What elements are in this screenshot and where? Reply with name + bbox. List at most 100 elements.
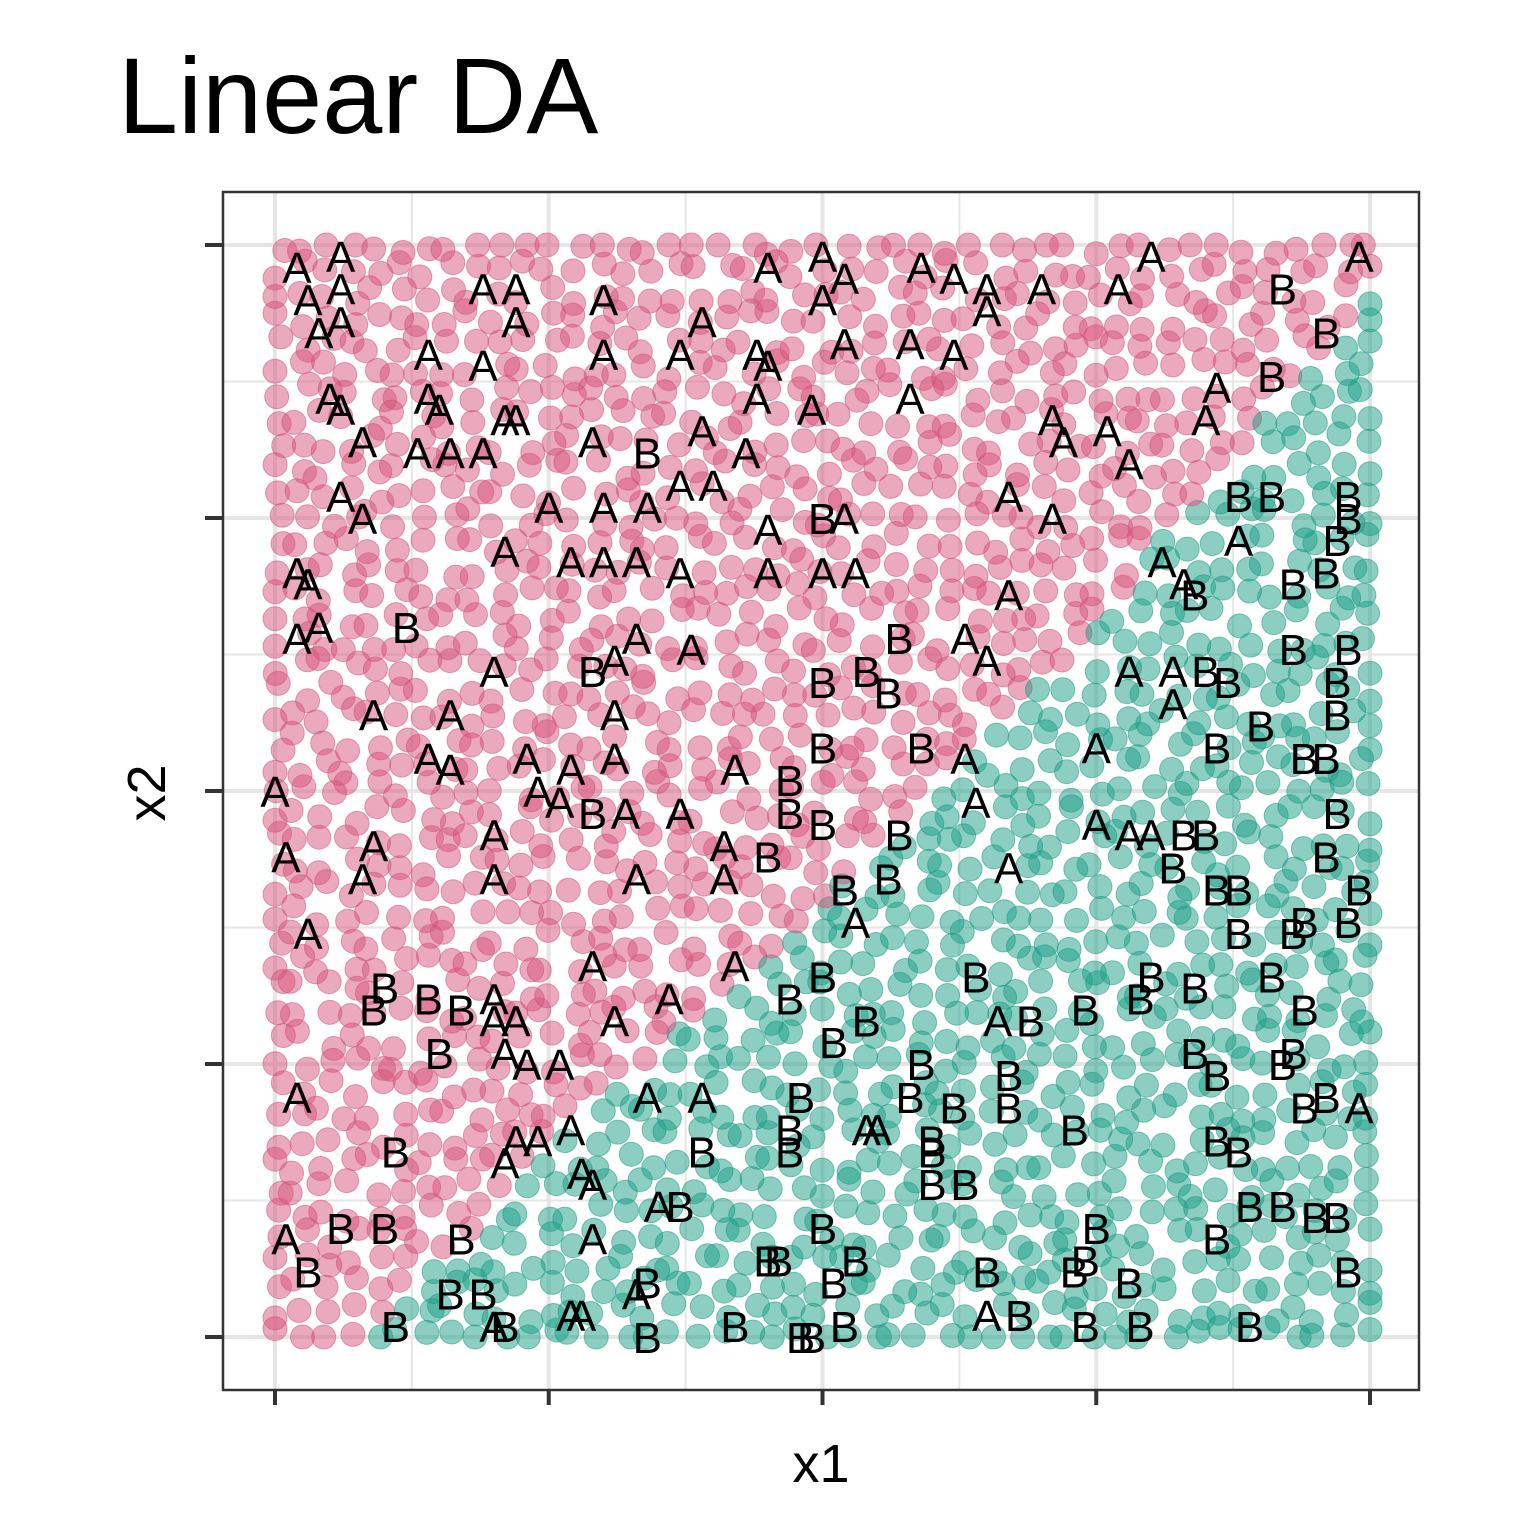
region-point	[858, 977, 884, 1002]
point-label-b: B	[633, 1314, 662, 1363]
region-point	[281, 409, 307, 435]
region-point	[431, 312, 457, 337]
region-point	[568, 959, 594, 985]
region-point	[1033, 578, 1059, 604]
region-point	[1055, 457, 1081, 483]
region-point	[1199, 531, 1225, 557]
region-point	[1208, 952, 1234, 978]
region-point	[403, 360, 428, 386]
region-point	[706, 601, 732, 627]
point-label-b: B	[917, 1161, 946, 1210]
region-point	[1125, 1131, 1151, 1157]
region-point	[332, 362, 358, 387]
point-label-a: A	[1082, 724, 1112, 773]
region-point	[1179, 438, 1205, 464]
region-point	[343, 1084, 368, 1110]
region-point	[1224, 1084, 1250, 1110]
region-point	[266, 1101, 292, 1127]
region-point	[853, 727, 879, 753]
region-point	[403, 557, 429, 583]
region-point	[969, 906, 995, 931]
region-point	[937, 534, 963, 559]
region-point	[955, 953, 981, 979]
point-label-b: B	[950, 1161, 979, 1210]
region-point	[977, 878, 1003, 904]
region-point	[1331, 404, 1357, 430]
region-point	[476, 778, 502, 804]
region-point	[404, 1229, 429, 1254]
region-point	[1125, 744, 1151, 770]
region-point	[315, 1127, 341, 1153]
region-point	[964, 287, 990, 313]
point-label-a: A	[348, 419, 378, 468]
point-label-a: A	[830, 320, 860, 369]
region-point	[378, 453, 404, 479]
region-point	[1305, 1034, 1331, 1060]
region-point	[833, 1193, 859, 1219]
point-label-a: A	[983, 997, 1013, 1046]
region-point	[677, 1081, 703, 1107]
point-label-b: B	[1322, 1194, 1351, 1243]
region-point	[267, 1224, 293, 1250]
region-point	[1088, 388, 1114, 414]
region-point	[855, 1200, 881, 1226]
region-point	[1228, 239, 1254, 265]
region-point	[541, 1059, 566, 1085]
region-point	[290, 314, 316, 340]
region-point	[883, 552, 909, 577]
region-point	[782, 930, 808, 956]
region-point	[501, 1230, 527, 1256]
point-label-a: A	[545, 1041, 575, 1090]
region-point	[1322, 947, 1348, 973]
region-point	[1160, 352, 1186, 378]
region-point	[783, 908, 809, 934]
region-point	[664, 1149, 690, 1175]
region-point	[530, 1103, 556, 1129]
region-point	[1191, 1278, 1217, 1304]
region-point	[935, 983, 961, 1008]
region-point	[778, 238, 804, 264]
region-point	[352, 338, 378, 364]
region-point	[1055, 1069, 1081, 1095]
region-point	[539, 1020, 565, 1046]
region-point	[582, 978, 608, 1004]
region-point	[382, 1317, 408, 1342]
region-point	[459, 387, 485, 413]
region-point	[1124, 983, 1150, 1009]
point-label-a: A	[479, 648, 509, 697]
point-label-a: A	[501, 298, 531, 347]
region-point	[503, 290, 529, 316]
region-point	[1356, 428, 1382, 454]
region-point	[931, 413, 957, 439]
point-label-b: B	[819, 1259, 848, 1308]
region-point	[1254, 327, 1280, 353]
region-point	[763, 614, 789, 639]
region-point	[708, 1158, 734, 1184]
region-point	[629, 810, 655, 836]
region-point	[726, 1272, 752, 1298]
region-point	[1084, 659, 1110, 685]
region-point	[1251, 1106, 1277, 1132]
region-point	[1003, 979, 1029, 1004]
region-point	[735, 751, 761, 776]
region-point	[1283, 236, 1309, 262]
region-point	[831, 859, 857, 885]
region-point	[915, 1117, 940, 1143]
region-point	[502, 1201, 528, 1227]
region-point	[887, 439, 913, 465]
region-point	[481, 1306, 507, 1332]
region-point	[718, 554, 744, 580]
region-point	[1111, 1054, 1136, 1080]
point-label-a: A	[994, 844, 1024, 893]
region-point	[989, 232, 1015, 258]
region-point	[555, 877, 581, 903]
region-point	[1225, 1033, 1251, 1059]
region-point	[390, 1204, 416, 1230]
region-point	[485, 1055, 511, 1081]
region-point	[717, 682, 743, 708]
region-point	[512, 736, 538, 762]
region-point	[603, 384, 629, 410]
point-label-b: B	[359, 986, 388, 1035]
region-point	[1026, 514, 1052, 540]
